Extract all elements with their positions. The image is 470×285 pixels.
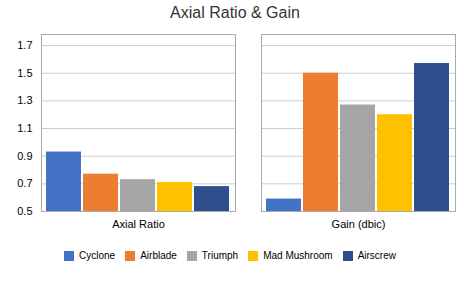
html-text:Triumph: Triumph xyxy=(201,250,239,261)
svg-text:0.5: 0.5 xyxy=(17,205,32,217)
svg-text:1.1: 1.1 xyxy=(17,122,32,134)
html-text:Cyclone: Cyclone xyxy=(79,250,116,261)
svg-text:Axial Ratio: Axial Ratio xyxy=(112,218,165,230)
svg-text:0.7: 0.7 xyxy=(17,177,32,189)
svg-text:1.3: 1.3 xyxy=(17,94,32,106)
svg-text:Gain (dbic): Gain (dbic) xyxy=(332,218,386,230)
html-text:Axial Ratio & Gain: Axial Ratio & Gain xyxy=(170,4,300,21)
svg-text:0.9: 0.9 xyxy=(17,150,32,162)
html-text:Airscrew: Airscrew xyxy=(357,250,396,261)
html-text:Airblade: Airblade xyxy=(140,250,177,261)
svg-text:1.7: 1.7 xyxy=(17,39,32,51)
svg-text:1.5: 1.5 xyxy=(17,67,32,79)
html-text:Mad Mushroom: Mad Mushroom xyxy=(263,250,333,261)
